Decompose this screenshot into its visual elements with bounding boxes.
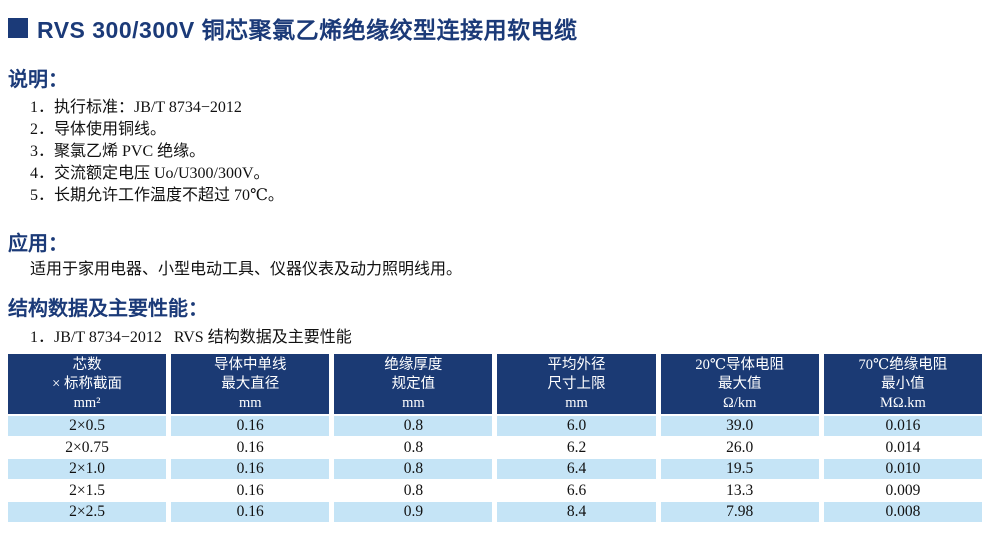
table-row: 2×2.5 0.16 0.9 8.4 7.98 0.008 [8,502,982,522]
table-cell: 13.3 [660,480,819,500]
column-header: 70℃绝缘电阻 最小值 MΩ.km [823,354,982,414]
table-cell: 0.014 [823,437,982,457]
column-header: 平均外径 尺寸上限 mm [497,354,656,414]
table-cell: 19.5 [660,459,819,479]
table-header-row: 芯数 × 标称截面 mm² 导体中单线 最大直径 mm 绝缘厚度 规定值 mm 平均外… [8,354,982,414]
table-cell: 2×2.5 [8,502,167,522]
page-title-row: RVS 300/300V 铜芯聚氯乙烯绝缘绞型连接用软电缆 [8,13,990,43]
table-cell: 26.0 [660,437,819,457]
table-cell: 6.6 [497,480,656,500]
table-cell: 39.0 [660,416,819,436]
note-item: 3．聚氯乙烯 PVC 绝缘。 [30,143,206,160]
title-square-icon [8,18,28,38]
table-cell: 0.8 [334,416,493,436]
table-row: 2×0.75 0.16 0.8 6.2 26.0 0.014 [8,437,982,457]
table-cell: 0.16 [171,416,330,436]
notes-heading: 说明： [8,69,68,91]
table-cell: 0.16 [171,480,330,500]
table-row: 2×0.5 0.16 0.8 6.0 39.0 0.016 [8,416,982,436]
page-title: RVS 300/300V 铜芯聚氯乙烯绝缘绞型连接用软电缆 [37,17,578,43]
table-cell: 0.008 [823,502,982,522]
table-cell: 2×1.0 [8,459,167,479]
table-cell: 2×1.5 [8,480,167,500]
note-item: 2．导体使用铜线。 [30,121,167,138]
table-cell: 2×0.5 [8,416,167,436]
column-header: 芯数 × 标称截面 mm² [8,354,167,414]
note-item: 1．执行标准：JB/T 8734−2012 [30,99,242,116]
table-cell: 0.009 [823,480,982,500]
table-cell: 0.16 [171,502,330,522]
column-header: 绝缘厚度 规定值 mm [334,354,493,414]
notes-list: 1．执行标准：JB/T 8734−2012 2．导体使用铜线。 3．聚氯乙烯 P… [30,97,990,207]
application-text: 适用于家用电器、小型电动工具、仪器仪表及动力照明线用。 [30,261,463,278]
table-cell: 8.4 [497,502,656,522]
table-cell: 6.2 [497,437,656,457]
table-cell: 6.0 [497,416,656,436]
table-cell: 0.8 [334,480,493,500]
note-item: 5．长期允许工作温度不超过 70℃。 [30,187,284,204]
spec-table: 芯数 × 标称截面 mm² 导体中单线 最大直径 mm 绝缘厚度 规定值 mm 平均外… [3,352,987,524]
table-cell: 0.8 [334,437,493,457]
table-cell: 0.010 [823,459,982,479]
table-cell: 0.16 [171,437,330,457]
table-row: 2×1.0 0.16 0.8 6.4 19.5 0.010 [8,459,982,479]
table-row: 2×1.5 0.16 0.8 6.6 13.3 0.009 [8,480,982,500]
note-item: 4．交流额定电压 Uo/U300/300V。 [30,165,270,182]
table-cell: 0.8 [334,459,493,479]
table-body: 2×0.5 0.16 0.8 6.0 39.0 0.016 2×0.75 0.16 0.8 6.2… [8,416,982,522]
table-caption: 1．JB/T 8734−2012 RVS 结构数据及主要性能 [30,329,352,346]
table-cell: 0.16 [171,459,330,479]
table-cell: 0.016 [823,416,982,436]
table-cell: 6.4 [497,459,656,479]
table-cell: 7.98 [660,502,819,522]
performance-heading: 结构数据及主要性能： [8,298,208,320]
column-header: 导体中单线 最大直径 mm [171,354,330,414]
column-header: 20℃导体电阻 最大值 Ω/km [660,354,819,414]
application-heading: 应用： [8,233,68,255]
table-cell: 2×0.75 [8,437,167,457]
table-cell: 0.9 [334,502,493,522]
